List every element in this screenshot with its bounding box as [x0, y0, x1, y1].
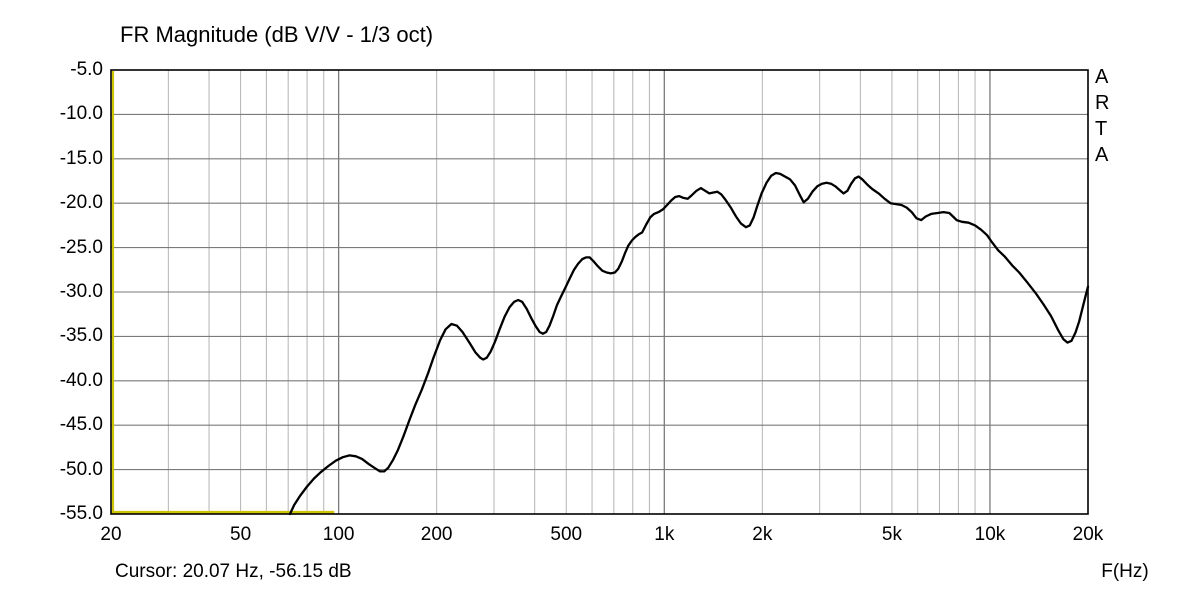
y-tick-label: -5.0: [70, 59, 103, 80]
plot-border[interactable]: [110, 69, 1089, 515]
arta-watermark-letter: R: [1095, 92, 1110, 114]
arta-watermark-letter: T: [1095, 118, 1108, 140]
y-tick-label: -25.0: [59, 236, 103, 258]
y-tick-label: -45.0: [59, 414, 103, 436]
x-tick-label: 20: [100, 524, 122, 545]
x-tick-label: 10k: [974, 524, 1006, 545]
y-tick-label: -30.0: [59, 281, 103, 302]
x-tick-label: 5k: [881, 524, 902, 545]
y-tick-label: -10.0: [59, 103, 103, 125]
y-tick-label: -55.0: [59, 503, 103, 524]
y-tick-label: -40.0: [59, 369, 103, 391]
y-tick-label: -50.0: [59, 458, 103, 480]
x-tick-label: 200: [420, 524, 453, 545]
y-tick-label: -35.0: [59, 325, 103, 347]
x-tick-label: 500: [550, 524, 583, 545]
arta-watermark-letter: A: [1095, 144, 1109, 166]
cursor-readout: Cursor: 20.07 Hz, -56.15 dB: [115, 561, 352, 582]
x-axis-title: F(Hz): [1101, 561, 1149, 582]
y-tick-label: -20.0: [59, 192, 103, 214]
fr-curve: [288, 171, 1090, 516]
x-tick-label: 20k: [1072, 524, 1104, 545]
y-tick-label: -15.0: [59, 147, 103, 169]
x-tick-label: 2k: [752, 524, 773, 545]
x-tick-label: 100: [322, 524, 355, 545]
x-tick-label: 1k: [654, 524, 675, 545]
chart-title: FR Magnitude (dB V/V - 1/3 oct): [120, 22, 434, 47]
grid-lines: [111, 70, 1088, 514]
arta-watermark-letter: A: [1095, 66, 1109, 88]
x-tick-label: 50: [230, 524, 252, 545]
